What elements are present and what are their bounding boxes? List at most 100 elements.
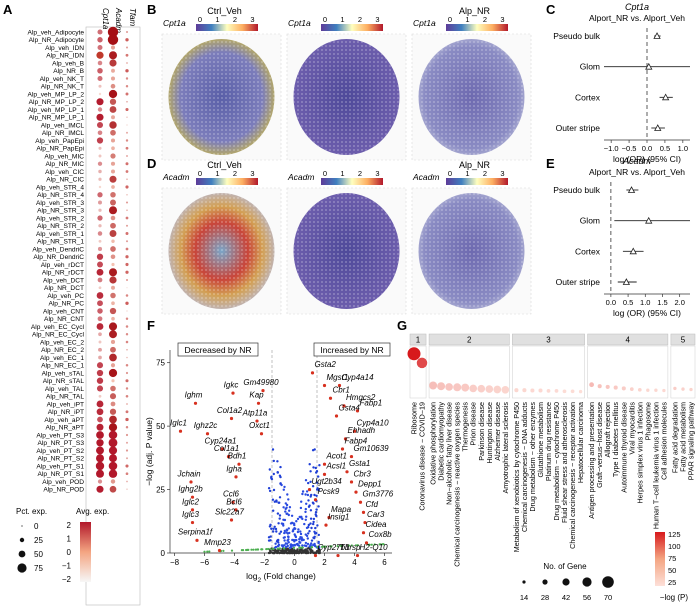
volcano-gene-label: Kap	[249, 391, 264, 400]
dotplot-dot	[125, 379, 129, 383]
volcano-point	[310, 546, 313, 549]
spatial-colorbar	[196, 24, 258, 31]
spatial-colorbar	[321, 178, 383, 185]
volcano-labelled-point	[322, 462, 327, 466]
volcano-point	[310, 542, 313, 545]
dotplot-dot	[109, 330, 117, 339]
legend-avg-tick: 0	[67, 548, 72, 557]
volcano-point	[284, 545, 288, 549]
volcano-point	[271, 448, 275, 451]
legend-p-tick: 75	[668, 554, 676, 563]
dotplot-dot	[110, 222, 116, 229]
dotplot-dot	[109, 393, 117, 400]
dotplot-dot	[108, 206, 118, 215]
dotplot-row-label: Alp_NR_CIC	[46, 177, 84, 184]
volcano-point	[317, 505, 320, 508]
volcano-gene-label: Cyp24a1	[204, 436, 236, 445]
tissue-spot-overlay	[418, 193, 525, 309]
volcano-gene-label: Gsta1	[349, 459, 370, 468]
dotplot-dot	[126, 193, 128, 196]
volcano-point	[272, 530, 275, 533]
dotplot-dot	[125, 278, 129, 282]
dotplot-dot	[125, 301, 129, 305]
legend-avg-tick: −1	[62, 562, 72, 571]
spatial-colorbar	[446, 178, 508, 185]
dotplot-row-label: Alp_veh_Adipocyte	[28, 30, 85, 37]
enrichment-term-label: Oxidative phosphorylation	[429, 402, 438, 485]
volcano-labelled-point	[307, 487, 312, 492]
volcano-point	[277, 501, 280, 504]
dotplot-row-label: Alp_veh_DendriC	[32, 246, 84, 253]
volcano-labelled-point	[349, 480, 354, 484]
volcano-gene-label: Cidea	[366, 520, 387, 529]
forest-tick-label: 0.5	[623, 298, 633, 307]
enrichment-term-label: Hepatocellular carcinoma	[576, 402, 585, 483]
volcano-labelled-point	[322, 383, 327, 388]
enrichment-term-label: PPAR signaling pathway	[687, 402, 696, 481]
volcano-point	[301, 546, 304, 549]
volcano-point	[276, 544, 280, 548]
volcano-point	[314, 513, 317, 516]
volcano-point	[305, 544, 308, 548]
kegg-enrichment-g: 1 2 3 4 5 Ribosome Coronavirus disease − COVID…	[407, 333, 696, 602]
volcano-point	[272, 509, 275, 512]
panel-label-e: E	[546, 156, 555, 171]
volcano-point	[367, 543, 370, 546]
legend-n-dot	[522, 580, 526, 584]
volcano-gene-label: Thrsp	[340, 543, 361, 552]
volcano-point	[299, 506, 303, 510]
dotplot-dot	[108, 89, 118, 99]
enrichment-dot	[493, 385, 502, 394]
volcano-point	[269, 539, 272, 542]
spatial-colorbar	[196, 178, 258, 185]
volcano-point	[307, 481, 310, 485]
dotplot-dot	[109, 454, 117, 463]
volcano-gene-label: Hmgcs2	[346, 393, 376, 402]
legend-p-colorbar	[655, 532, 665, 586]
dotplot-dot	[97, 308, 103, 314]
dotplot-dot	[108, 322, 118, 331]
volcano-x-tick-label: −4	[230, 558, 240, 567]
volcano-labelled-point	[349, 454, 354, 459]
dotplot-dot	[97, 215, 103, 221]
dotplot-dot	[111, 301, 115, 306]
enrichment-term-label: Non−alcoholic fatty liver disease	[445, 402, 454, 505]
volcano-point	[314, 466, 317, 470]
volcano-labelled-point	[361, 510, 366, 514]
volcano-gene-label: Ugt2b34	[312, 477, 343, 486]
volcano-point	[301, 544, 304, 547]
dotplot-dot	[97, 67, 103, 74]
volcano-point	[305, 515, 308, 518]
dotplot-row-label: Alp_veh_STR_1	[36, 231, 84, 238]
forest-gene-title: Acadm	[622, 156, 652, 166]
volcano-y-tick-label: 25	[156, 486, 165, 495]
dotplot-dot	[110, 339, 116, 345]
spatial-colorbar-tick: 0	[323, 169, 327, 178]
enrichment-dot	[501, 385, 510, 394]
dotplot-row-label: Alp_NR_rDCT	[42, 270, 84, 277]
enrichment-dot	[445, 383, 453, 391]
volcano-labelled-point	[259, 432, 264, 436]
volcano-point	[310, 526, 313, 530]
dotplot-dot	[98, 146, 102, 150]
dotplot-dot	[97, 416, 103, 423]
dotplot-row-label: Alp_NR_iPT	[48, 409, 84, 416]
volcano-labelled-point	[231, 391, 235, 395]
dotplot-dot	[125, 433, 129, 437]
tissue-spot-overlay	[418, 39, 525, 155]
volcano-labelled-point	[256, 401, 261, 405]
enrichment-dot	[407, 347, 421, 361]
volcano-point	[242, 549, 245, 552]
volcano-point	[298, 538, 301, 541]
legend-avg-colorbar	[80, 522, 91, 582]
volcano-gene-label: Car3	[367, 510, 385, 519]
volcano-point	[295, 520, 298, 523]
spatial-colorbar-tick: 3	[375, 169, 379, 178]
dotplot-dot	[96, 268, 104, 276]
dotplot-dot	[109, 98, 117, 105]
forest-comparison: Alport_NR vs. Alport_Veh	[589, 167, 685, 177]
dotplot-dot	[110, 76, 116, 81]
volcano-labelled-point	[190, 495, 195, 499]
